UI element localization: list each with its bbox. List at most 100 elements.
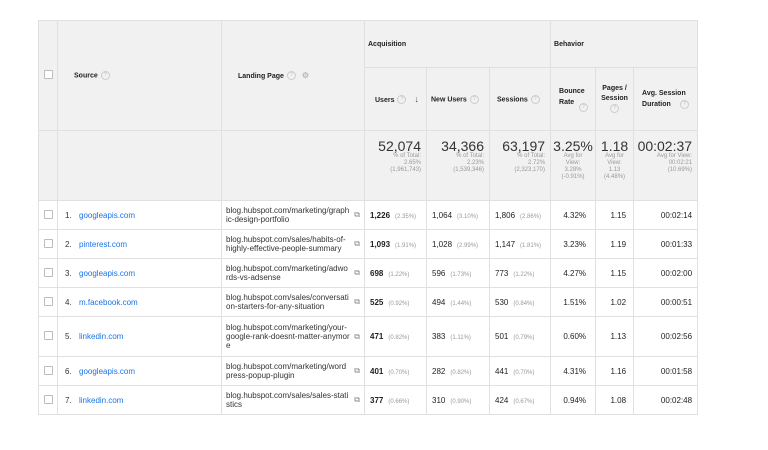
total-sessions: 63,197 % of Total: 2.72% (2,323,170) xyxy=(488,130,552,201)
users-cell: 401 (0.70%) xyxy=(364,356,427,386)
users-cell: 698 (1.22%) xyxy=(364,258,427,288)
total-avg-session-duration: 00:02:37 Avg for View: 00:02:21 (10.69%) xyxy=(633,130,699,201)
avg-session-duration-cell: 00:02:56 xyxy=(633,316,699,357)
external-link-icon[interactable]: ⧉ xyxy=(354,239,360,248)
row-index: 1. xyxy=(65,210,72,220)
help-circle-icon[interactable]: ? xyxy=(680,99,690,109)
source-link[interactable]: googleapis.com xyxy=(79,210,136,220)
external-link-icon[interactable]: ⧉ xyxy=(354,268,360,277)
avg-session-duration-header[interactable]: Avg. Session Duration? xyxy=(633,67,699,131)
landing-page-text[interactable]: blog.hubspot.com/marketing/your-google-r… xyxy=(226,323,350,350)
source-cell: 6. googleapis.com xyxy=(57,356,222,386)
bounce-rate-cell: 4.31% xyxy=(550,356,597,386)
table-row: 3. googleapis.com blog.hubspot.com/marketi… xyxy=(38,258,699,288)
bounce-rate-cell: 4.32% xyxy=(550,200,597,230)
source-link[interactable]: pinterest.com xyxy=(79,239,128,249)
help-circle-icon[interactable]: ? xyxy=(579,102,589,112)
row-index: 7. xyxy=(65,395,72,405)
source-link[interactable]: linkedin.com xyxy=(79,395,124,405)
total-users: 52,074 % of Total: 2.65% (1,961,743) xyxy=(364,130,427,201)
pages-session-cell: 1.08 xyxy=(595,385,635,415)
external-link-icon[interactable]: ⧉ xyxy=(354,366,360,375)
landing-page-cell: blog.hubspot.com/sales/habits-of-highly-… xyxy=(221,229,365,259)
table-row: 4. m.facebook.com blog.hubspot.com/sales/c… xyxy=(38,287,699,317)
arrow-down-icon[interactable]: ↓ xyxy=(414,93,419,104)
acquisition-group-header: Acquisition xyxy=(363,20,552,68)
sessions-header[interactable]: Sessions? xyxy=(488,67,552,131)
row-index: 2. xyxy=(65,239,72,249)
pages-session-cell: 1.16 xyxy=(595,356,635,386)
row-checkbox[interactable] xyxy=(43,331,53,340)
help-circle-icon[interactable]: ? xyxy=(397,95,407,105)
external-link-icon[interactable]: ⧉ xyxy=(354,331,360,341)
landing-page-text[interactable]: blog.hubspot.com/marketing/wordpress-pop… xyxy=(226,362,347,380)
landing-page-header[interactable]: Landing Page? ⚙ xyxy=(221,20,365,131)
help-circle-icon[interactable]: ? xyxy=(100,71,110,80)
users-header[interactable]: Users? ↓ xyxy=(364,67,427,131)
bounce-rate-header-label: Bounce Rate xyxy=(559,88,585,107)
sessions-cell: 773 (1.22%) xyxy=(488,258,552,288)
source-cell: 1. googleapis.com xyxy=(57,200,222,230)
table-row: 6. googleapis.com blog.hubspot.com/marketi… xyxy=(38,356,699,386)
new-users-header-label: New Users xyxy=(431,95,467,103)
source-link[interactable]: googleapis.com xyxy=(79,268,136,278)
total-new-users: 34,366 % of Total: 2.23% (1,539,346) xyxy=(426,130,490,201)
users-cell: 1,093 (1.91%) xyxy=(364,229,427,259)
landing-page-text[interactable]: blog.hubspot.com/marketing/graphic-desig… xyxy=(226,206,350,224)
help-circle-icon[interactable]: ? xyxy=(286,71,296,81)
pages-session-cell: 1.19 xyxy=(595,229,635,259)
landing-page-text[interactable]: blog.hubspot.com/sales/conversation-star… xyxy=(226,293,349,311)
bounce-rate-cell: 1.51% xyxy=(550,287,597,317)
landing-page-text[interactable]: blog.hubspot.com/sales/habits-of-highly-… xyxy=(226,235,346,253)
new-users-cell: 383 (1.11%) xyxy=(426,316,490,357)
new-users-header[interactable]: New Users? xyxy=(426,67,490,131)
source-link[interactable]: linkedin.com xyxy=(79,332,124,341)
bounce-rate-header[interactable]: Bounce Rate? xyxy=(550,67,597,131)
pages-session-cell: 1.02 xyxy=(595,287,635,317)
source-link[interactable]: m.facebook.com xyxy=(79,297,138,307)
help-circle-icon[interactable]: ? xyxy=(469,94,479,104)
pages-session-header-label: Pages / Session xyxy=(601,84,628,102)
avg-session-duration-cell: 00:02:48 xyxy=(633,385,699,415)
sessions-cell: 530 (0.84%) xyxy=(488,287,552,317)
select-all-checkbox[interactable] xyxy=(43,70,53,79)
row-checkbox[interactable] xyxy=(43,296,53,306)
bounce-rate-cell: 4.27% xyxy=(550,258,597,288)
source-header[interactable]: Source? xyxy=(57,20,222,131)
table-row: 1. googleapis.com blog.hubspot.com/marketi… xyxy=(38,200,699,230)
source-link[interactable]: googleapis.com xyxy=(79,366,136,376)
landing-page-cell: blog.hubspot.com/marketing/your-google-r… xyxy=(221,316,365,357)
new-users-cell: 310 (0.90%) xyxy=(426,385,490,415)
pages-session-cell: 1.13 xyxy=(595,316,635,357)
external-link-icon[interactable]: ⧉ xyxy=(354,210,360,219)
help-circle-icon[interactable]: ? xyxy=(530,94,540,104)
pages-session-header[interactable]: Pages / Session? xyxy=(595,67,635,131)
landing-page-text[interactable]: blog.hubspot.com/marketing/adwords-vs-ad… xyxy=(226,264,348,282)
table-row: 5. linkedin.com blog.hubspot.com/marketing… xyxy=(38,316,699,357)
new-users-cell: 282 (0.82%) xyxy=(426,356,490,386)
external-link-icon[interactable]: ⧉ xyxy=(354,297,360,306)
landing-page-text[interactable]: blog.hubspot.com/sales/sales-statistics xyxy=(226,391,349,409)
external-link-icon[interactable]: ⧉ xyxy=(354,395,360,404)
row-checkbox[interactable] xyxy=(43,267,53,277)
users-cell: 377 (0.66%) xyxy=(364,385,427,415)
sessions-header-label: Sessions xyxy=(497,95,528,103)
landing-page-cell: blog.hubspot.com/marketing/wordpress-pop… xyxy=(221,356,365,386)
avg-session-duration-cell: 00:02:14 xyxy=(633,200,699,230)
row-checkbox[interactable] xyxy=(43,365,53,375)
source-header-label: Source xyxy=(74,72,98,80)
row-checkbox[interactable] xyxy=(43,394,53,404)
row-index: 5. xyxy=(65,332,72,341)
bounce-rate-cell: 0.94% xyxy=(550,385,597,415)
gear-icon[interactable]: ⚙ xyxy=(301,70,310,80)
avg-session-duration-header-label: Avg. Session Duration xyxy=(642,90,686,108)
users-cell: 471 (0.82%) xyxy=(364,316,427,357)
help-circle-icon[interactable]: ? xyxy=(610,103,620,113)
landing-page-header-label: Landing Page xyxy=(238,72,284,80)
landing-page-cell: blog.hubspot.com/marketing/graphic-desig… xyxy=(221,200,365,230)
row-checkbox[interactable] xyxy=(43,209,53,219)
row-checkbox[interactable] xyxy=(43,238,53,248)
sessions-cell: 501 (0.79%) xyxy=(488,316,552,357)
source-cell: 7. linkedin.com xyxy=(57,385,222,415)
row-index: 4. xyxy=(65,297,72,307)
